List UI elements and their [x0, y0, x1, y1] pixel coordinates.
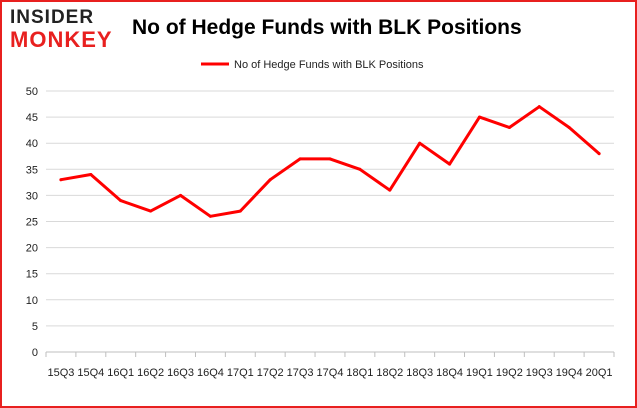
- data-point: [597, 152, 601, 156]
- x-tick-label: 18Q1: [346, 367, 373, 379]
- legend-label: No of Hedge Funds with BLK Positions: [234, 59, 424, 71]
- data-point: [507, 126, 511, 130]
- y-tick-label: 25: [26, 217, 38, 229]
- data-point: [448, 162, 452, 166]
- logo-text-top: INSIDER: [10, 7, 95, 28]
- grid-lines: [46, 90, 614, 353]
- data-point: [119, 199, 123, 203]
- x-tick-label: 19Q3: [526, 367, 553, 379]
- y-tick-label: 40: [26, 138, 38, 150]
- chart-title: No of Hedge Funds with BLK Positions: [132, 16, 522, 39]
- y-tick-label: 20: [26, 243, 38, 255]
- x-tick-label: 16Q1: [107, 367, 134, 379]
- x-tick-label: 15Q4: [77, 367, 104, 379]
- y-tick-label: 45: [26, 112, 38, 124]
- data-point: [298, 157, 302, 161]
- x-tick-label: 17Q1: [227, 367, 254, 379]
- x-tick-label: 16Q3: [167, 367, 194, 379]
- y-tick-label: 15: [26, 269, 38, 281]
- y-tick-label: 10: [26, 295, 38, 307]
- data-point: [208, 214, 212, 218]
- x-tick-label: 19Q1: [466, 367, 493, 379]
- x-tick-label: 17Q2: [257, 367, 284, 379]
- x-tick-label: 19Q2: [496, 367, 523, 379]
- data-point: [477, 115, 481, 119]
- x-tick-label: 16Q2: [137, 367, 164, 379]
- series-line: [59, 105, 601, 218]
- y-tick-label: 35: [26, 164, 38, 176]
- data-point: [89, 173, 93, 177]
- x-tick-label: 17Q3: [287, 367, 314, 379]
- legend: No of Hedge Funds with BLK Positions: [201, 59, 424, 71]
- data-point: [388, 188, 392, 192]
- y-tick-label: 5: [32, 321, 38, 333]
- x-tick-label: 18Q2: [376, 367, 403, 379]
- x-tick-label: 18Q4: [436, 367, 463, 379]
- y-tick-label: 0: [32, 347, 38, 359]
- data-point: [418, 141, 422, 145]
- x-tick-label: 16Q4: [197, 367, 224, 379]
- y-tick-label: 50: [26, 86, 38, 98]
- data-point: [328, 157, 332, 161]
- x-tick-label: 18Q3: [406, 367, 433, 379]
- x-tick-label: 20Q1: [586, 367, 613, 379]
- data-point: [179, 193, 183, 197]
- data-point: [537, 105, 541, 109]
- x-tick-label: 17Q4: [317, 367, 344, 379]
- data-point: [567, 126, 571, 130]
- data-point: [149, 209, 153, 213]
- series-layer: [59, 105, 601, 218]
- logo-text-bottom: MONKEY: [10, 27, 113, 52]
- data-point: [268, 178, 272, 182]
- data-point: [238, 209, 242, 213]
- y-tick-label: 30: [26, 190, 38, 202]
- axes: 0 5 10 15 20 25 30 35 40 45 50 15Q3 15Q4 16Q1 16Q2 16Q3…: [26, 86, 615, 379]
- x-tick-label: 19Q4: [556, 367, 583, 379]
- data-point: [358, 167, 362, 171]
- x-tick-label: 15Q3: [47, 367, 74, 379]
- insider-monkey-logo: INSIDER MONKEY: [10, 8, 120, 51]
- data-point: [59, 178, 63, 182]
